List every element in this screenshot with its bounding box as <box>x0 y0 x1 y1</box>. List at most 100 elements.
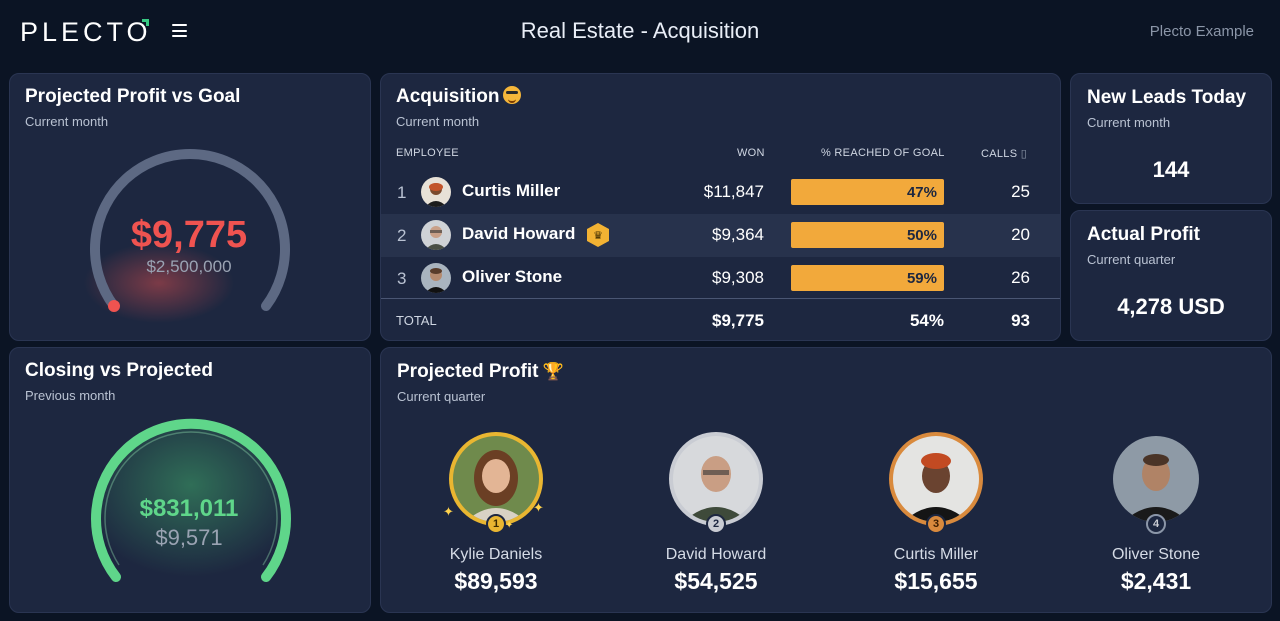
person-name: Kylie Daniels <box>449 546 543 563</box>
person-value: $15,655 <box>894 568 978 594</box>
goal-progress-label: 47% <box>906 184 937 201</box>
card-title: Projected Profit 🏆 <box>397 361 564 383</box>
won-value: $9,308 <box>712 268 764 287</box>
acquisition-title: Acquisition <box>396 86 500 107</box>
card-title: Closing vs Projected <box>25 360 213 381</box>
goal-gauge-value: $9,775 <box>130 214 248 256</box>
closing-gauge <box>91 418 291 582</box>
card-title: Actual Profit <box>1087 224 1200 245</box>
person-value: $89,593 <box>454 568 538 594</box>
closing-gauge-target: $9,571 <box>155 525 223 550</box>
avatar <box>421 263 451 293</box>
person-name: Curtis Miller <box>893 546 979 563</box>
gauge-inner-line <box>104 431 278 566</box>
avatar <box>1113 436 1199 522</box>
leaderboard-person[interactable]: 1 ✦ ✦ ✦ Kylie Daniels $89,593 <box>396 432 596 594</box>
column-header-won[interactable]: WON <box>737 147 765 159</box>
person-name: Oliver Stone <box>1111 546 1201 563</box>
avatar <box>673 436 759 522</box>
avatar <box>421 177 451 207</box>
total-divider <box>381 298 1060 299</box>
leaderboard-person[interactable]: 2 David Howard $54,525 <box>616 432 816 594</box>
sparkle-icon: ✦ <box>533 500 544 515</box>
card-title: New Leads Today <box>1087 87 1247 108</box>
actual-profit-value: 4,278 USD <box>1117 294 1225 319</box>
goal-progress-label: 50% <box>906 227 937 244</box>
new-leads-value: 144 <box>1152 157 1190 182</box>
card-subtitle: Current month <box>25 114 109 129</box>
goal-progress-bar: 50% <box>791 222 944 248</box>
employee-name: David Howard <box>462 224 576 243</box>
account-name[interactable]: Plecto Example <box>1149 23 1254 40</box>
avatar <box>421 220 451 250</box>
card-subtitle: Previous month <box>25 388 116 403</box>
rank-badge: 1 <box>486 514 506 534</box>
won-value: $11,847 <box>703 182 764 201</box>
new-leads-card: New Leads Today Current month 144 <box>1070 73 1272 204</box>
won-value: $9,364 <box>712 225 764 244</box>
leaderboard-person[interactable]: 4 Oliver Stone $2,431 <box>1056 432 1256 594</box>
row-rank: 2 <box>397 226 407 245</box>
total-calls: 93 <box>1011 311 1030 330</box>
goal-progress-bar: 59% <box>791 265 944 291</box>
plecto-logo[interactable]: PLECTO <box>20 17 152 47</box>
employee-name: Curtis Miller <box>462 181 561 200</box>
goal-progress-fill <box>791 179 944 205</box>
card-title: Acquisition <box>396 86 522 108</box>
phone-icon: ▯ <box>1020 148 1028 160</box>
column-header-calls[interactable]: CALLS ▯ <box>981 147 1027 160</box>
row-rank: 1 <box>397 183 407 202</box>
total-reached: 54% <box>909 311 944 330</box>
avatar <box>453 436 539 522</box>
logo-accent-icon <box>142 19 149 26</box>
card-subtitle: Current month <box>396 114 480 129</box>
acquisition-card <box>380 73 1061 341</box>
hamburger-menu-icon[interactable] <box>172 24 187 37</box>
column-header-reached[interactable]: % REACHED OF GOAL <box>821 147 945 159</box>
top-bar: PLECTO Real Estate - Acquisition Plecto … <box>0 0 1280 64</box>
acquisition-header: Acquisition Current month <box>380 73 1061 153</box>
closing-gauge-value: $831,011 <box>139 495 239 522</box>
table-row[interactable]: 2 David Howard ♛ $9,364 50% 20 <box>381 214 1060 257</box>
avatar-ring: 3 <box>889 432 983 534</box>
gauge-track <box>90 149 290 311</box>
rank-badge: 3 <box>926 514 946 534</box>
trophy-emoji-icon: 🏆 <box>542 362 564 381</box>
goal-progress-label: 59% <box>906 270 937 287</box>
projected-profit-title: Projected Profit <box>397 361 539 382</box>
total-won: $9,775 <box>712 311 764 330</box>
projected-profit-vs-goal-content: Projected Profit vs Goal Current month <box>9 73 371 341</box>
calls-value: 20 <box>1011 225 1030 244</box>
person-value: $54,525 <box>674 568 758 594</box>
column-header-employee[interactable]: EMPLOYEE <box>396 147 459 159</box>
gauge-glow <box>96 423 287 577</box>
goal-gauge-target: $2,500,000 <box>146 257 232 276</box>
card-title: Projected Profit vs Goal <box>25 86 241 107</box>
calls-value: 25 <box>1011 182 1030 201</box>
avatar-ring: 2 <box>669 432 763 534</box>
table-row[interactable]: 3 Oliver Stone $9,308 59% 26 <box>381 257 1060 300</box>
trophy-badge-icon: ♛ <box>587 223 609 247</box>
goal-gauge <box>84 149 290 323</box>
leaderboard-person[interactable]: 3 Curtis Miller $15,655 <box>836 432 1036 594</box>
gauge-glow <box>84 243 234 323</box>
actual-profit-card: Actual Profit Current quarter 4,278 USD <box>1070 210 1272 341</box>
closing-vs-projected-content: Closing vs Projected Previous month <box>9 347 371 613</box>
person-name: David Howard <box>665 546 767 563</box>
sparkle-icon: ✦ <box>505 520 514 531</box>
star-struck-emoji-icon <box>503 86 522 104</box>
goal-progress-fill <box>791 222 944 248</box>
avatar-ring: 1 ✦ ✦ ✦ <box>443 432 544 534</box>
calls-value: 26 <box>1011 268 1030 287</box>
avatar <box>893 436 979 522</box>
rank-badge: 2 <box>706 514 726 534</box>
page-title: Real Estate - Acquisition <box>520 18 760 43</box>
total-label: TOTAL <box>396 313 437 328</box>
table-row[interactable]: 1 Curtis Miller $11,847 47% 25 <box>381 171 1060 214</box>
card-subtitle: Current month <box>1087 115 1171 130</box>
sparkle-icon: ✦ <box>443 504 454 519</box>
row-rank: 3 <box>397 269 407 288</box>
person-value: $2,431 <box>1120 568 1192 594</box>
rank-badge: 4 <box>1146 514 1166 534</box>
avatar-ring: 4 <box>1109 432 1203 534</box>
